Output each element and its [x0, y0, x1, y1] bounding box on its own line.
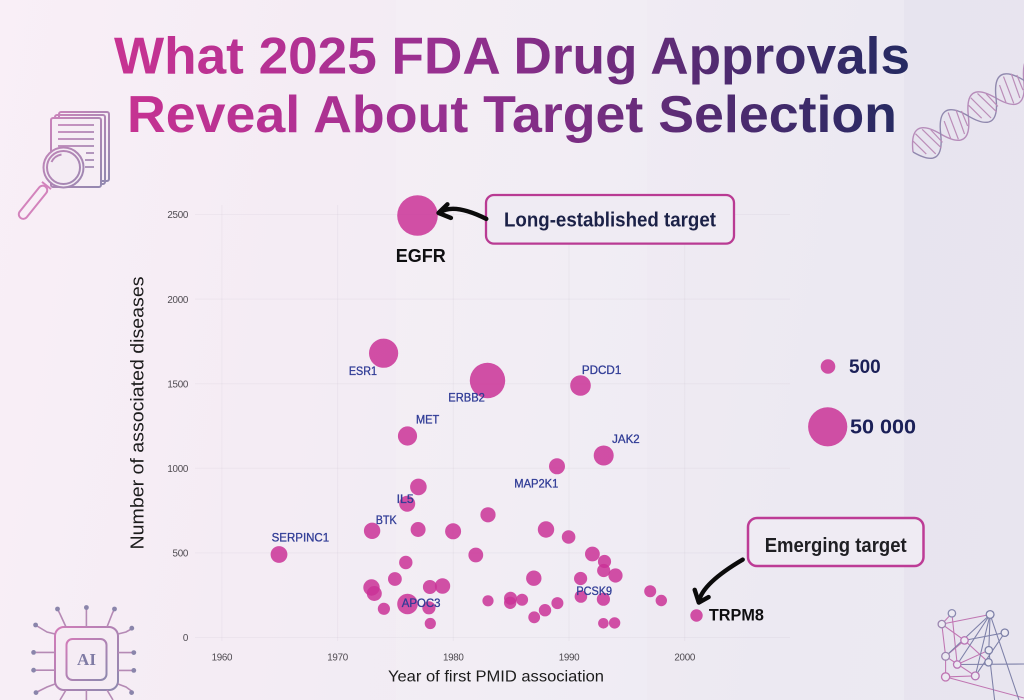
- svg-text:Emerging target: Emerging target: [765, 535, 907, 557]
- svg-text:Long-established target: Long-established target: [504, 210, 716, 232]
- svg-text:2000: 2000: [167, 295, 188, 306]
- svg-text:JAK2: JAK2: [612, 432, 640, 446]
- svg-text:APOC3: APOC3: [402, 596, 441, 610]
- svg-text:500: 500: [173, 549, 189, 560]
- svg-text:2000: 2000: [674, 653, 695, 664]
- svg-text:PDCD1: PDCD1: [582, 363, 622, 377]
- svg-text:1500: 1500: [167, 379, 188, 390]
- svg-text:MET: MET: [416, 412, 440, 426]
- svg-text:EGFR: EGFR: [396, 246, 446, 266]
- svg-text:1980: 1980: [443, 653, 464, 664]
- svg-text:Reveal About Target Selection: Reveal About Target Selection: [127, 86, 897, 144]
- svg-text:50 000: 50 000: [850, 416, 916, 438]
- svg-text:ERBB2: ERBB2: [448, 391, 485, 405]
- svg-text:SERPINC1: SERPINC1: [272, 531, 330, 545]
- svg-text:500: 500: [849, 357, 881, 378]
- svg-text:MAP2K1: MAP2K1: [514, 477, 558, 491]
- svg-text:Year of first PMID association: Year of first PMID association: [388, 669, 604, 686]
- svg-text:1000: 1000: [167, 464, 188, 475]
- svg-text:What 2025 FDA Drug Approvals: What 2025 FDA Drug Approvals: [114, 28, 910, 86]
- svg-text:TRPM8: TRPM8: [709, 606, 764, 625]
- svg-text:2500: 2500: [167, 210, 188, 221]
- svg-text:IL5: IL5: [397, 492, 414, 506]
- svg-text:AI: AI: [77, 650, 96, 669]
- svg-text:Number of associated diseases: Number of associated diseases: [127, 277, 148, 550]
- svg-text:1990: 1990: [559, 653, 580, 664]
- svg-text:BTK: BTK: [376, 513, 397, 527]
- svg-text:1960: 1960: [212, 653, 233, 664]
- svg-text:1970: 1970: [327, 653, 348, 664]
- svg-text:ESR1: ESR1: [349, 364, 377, 378]
- svg-text:PCSK9: PCSK9: [576, 584, 612, 598]
- svg-text:0: 0: [183, 633, 189, 644]
